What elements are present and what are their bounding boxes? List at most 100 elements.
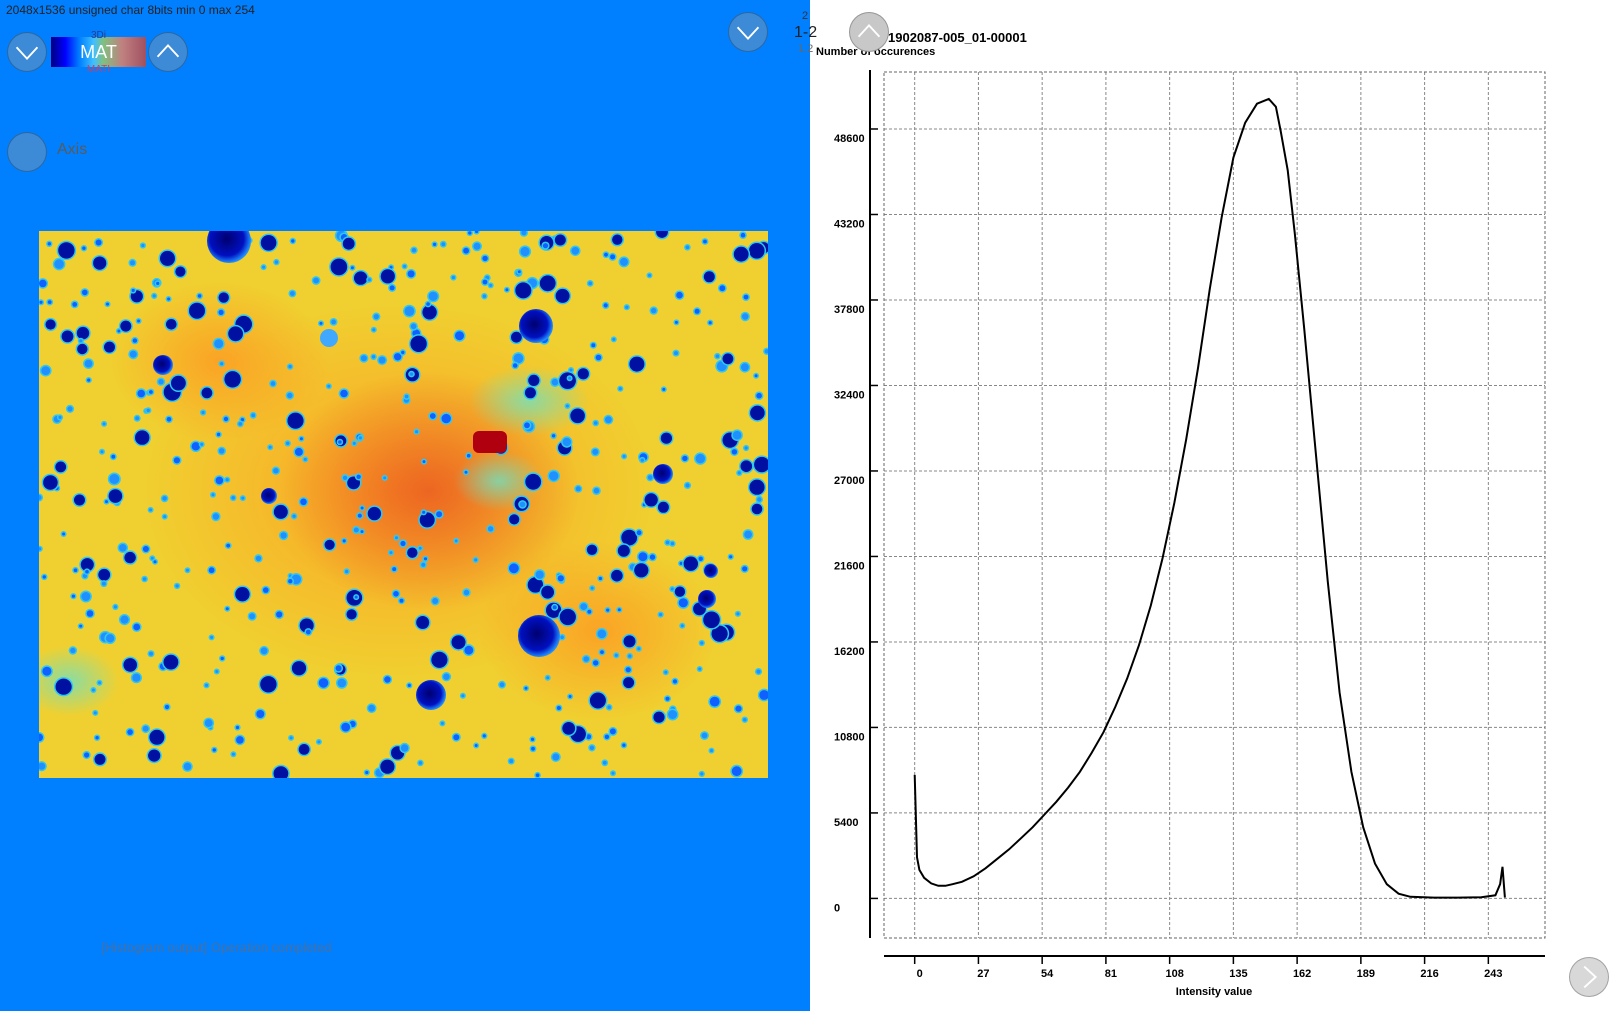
forward-button[interactable] bbox=[1569, 957, 1609, 997]
pore bbox=[565, 404, 569, 408]
pore bbox=[520, 246, 530, 257]
pore bbox=[407, 270, 415, 278]
pore bbox=[76, 326, 90, 340]
pore bbox=[620, 257, 628, 266]
pore bbox=[644, 493, 658, 507]
pore bbox=[42, 666, 52, 676]
pore bbox=[453, 734, 460, 741]
pore bbox=[604, 734, 610, 739]
previous-view-button[interactable] bbox=[728, 12, 768, 52]
pore bbox=[335, 665, 342, 672]
pore bbox=[409, 372, 414, 376]
pore bbox=[741, 363, 749, 372]
pore bbox=[210, 635, 214, 639]
pore bbox=[400, 540, 406, 547]
pore bbox=[625, 305, 629, 309]
pore bbox=[512, 363, 518, 368]
pore bbox=[235, 725, 240, 730]
pore bbox=[597, 629, 607, 639]
pore bbox=[149, 508, 153, 512]
pore bbox=[346, 609, 357, 620]
pore bbox=[62, 532, 66, 536]
pore bbox=[305, 629, 311, 635]
pore bbox=[327, 384, 331, 388]
pore bbox=[554, 234, 566, 246]
pore bbox=[586, 544, 598, 555]
pore bbox=[215, 670, 219, 673]
pore bbox=[47, 242, 51, 246]
pore bbox=[562, 437, 571, 447]
pore bbox=[298, 744, 310, 755]
histogram-line bbox=[913, 97, 1506, 899]
pore bbox=[201, 410, 205, 415]
pore bbox=[226, 543, 231, 548]
y-axis-ticks: 0 5400 10800 16200 21600 27000 32400 37800 43200… bbox=[834, 128, 878, 914]
pore bbox=[158, 379, 164, 385]
next-view-button[interactable] bbox=[849, 12, 889, 52]
pore bbox=[737, 471, 741, 475]
false-color-image[interactable] bbox=[39, 231, 768, 778]
pore bbox=[399, 598, 404, 603]
pore bbox=[317, 740, 321, 744]
pore bbox=[589, 745, 595, 750]
pore bbox=[433, 242, 437, 246]
pore bbox=[468, 231, 472, 235]
pore bbox=[589, 692, 606, 709]
y-tick-label: 27000 bbox=[834, 475, 865, 487]
pore bbox=[607, 705, 611, 710]
chevron-up-icon bbox=[857, 23, 881, 38]
pore bbox=[389, 265, 393, 269]
pore bbox=[72, 302, 78, 307]
pore bbox=[441, 242, 446, 247]
pore bbox=[749, 479, 765, 495]
pore bbox=[273, 766, 289, 778]
pore bbox=[754, 456, 768, 473]
pore bbox=[733, 246, 749, 262]
next-colormap-button[interactable] bbox=[148, 32, 188, 72]
pore bbox=[482, 294, 487, 298]
pore bbox=[742, 566, 748, 572]
pore bbox=[407, 683, 411, 687]
pore bbox=[715, 354, 720, 358]
pore bbox=[670, 541, 675, 546]
pore bbox=[338, 440, 342, 444]
pore bbox=[670, 587, 674, 591]
pore bbox=[401, 350, 405, 355]
x-tick-label: 135 bbox=[1229, 968, 1247, 980]
pore bbox=[262, 265, 266, 269]
pore bbox=[142, 725, 149, 732]
pore bbox=[416, 616, 430, 629]
pore bbox=[231, 752, 235, 756]
pore bbox=[294, 447, 303, 456]
pore bbox=[600, 650, 604, 654]
previous-colormap-button[interactable] bbox=[7, 32, 47, 72]
pore bbox=[162, 496, 167, 501]
pore bbox=[590, 586, 594, 590]
y-tick-label: 21600 bbox=[834, 560, 865, 572]
pore bbox=[411, 248, 417, 253]
pore bbox=[527, 577, 544, 593]
pore bbox=[428, 291, 438, 301]
pore bbox=[360, 506, 364, 510]
pore bbox=[524, 686, 528, 690]
pore bbox=[602, 760, 607, 765]
pore bbox=[421, 562, 426, 567]
pore bbox=[622, 454, 626, 458]
pore bbox=[530, 737, 535, 741]
pore bbox=[135, 416, 140, 421]
pore bbox=[455, 331, 464, 341]
pore bbox=[521, 231, 527, 236]
pore bbox=[318, 678, 329, 688]
pore bbox=[757, 497, 762, 502]
pore bbox=[287, 412, 304, 429]
pore bbox=[395, 536, 398, 540]
pore bbox=[509, 759, 514, 764]
pore bbox=[342, 237, 355, 250]
pore bbox=[542, 243, 549, 249]
axis-toggle-button[interactable] bbox=[7, 132, 47, 172]
pore bbox=[352, 441, 356, 445]
pore bbox=[618, 387, 622, 391]
colormap-selector[interactable]: 3Di MAT MATI bbox=[51, 30, 146, 75]
pore bbox=[164, 704, 170, 710]
pore bbox=[225, 607, 229, 611]
